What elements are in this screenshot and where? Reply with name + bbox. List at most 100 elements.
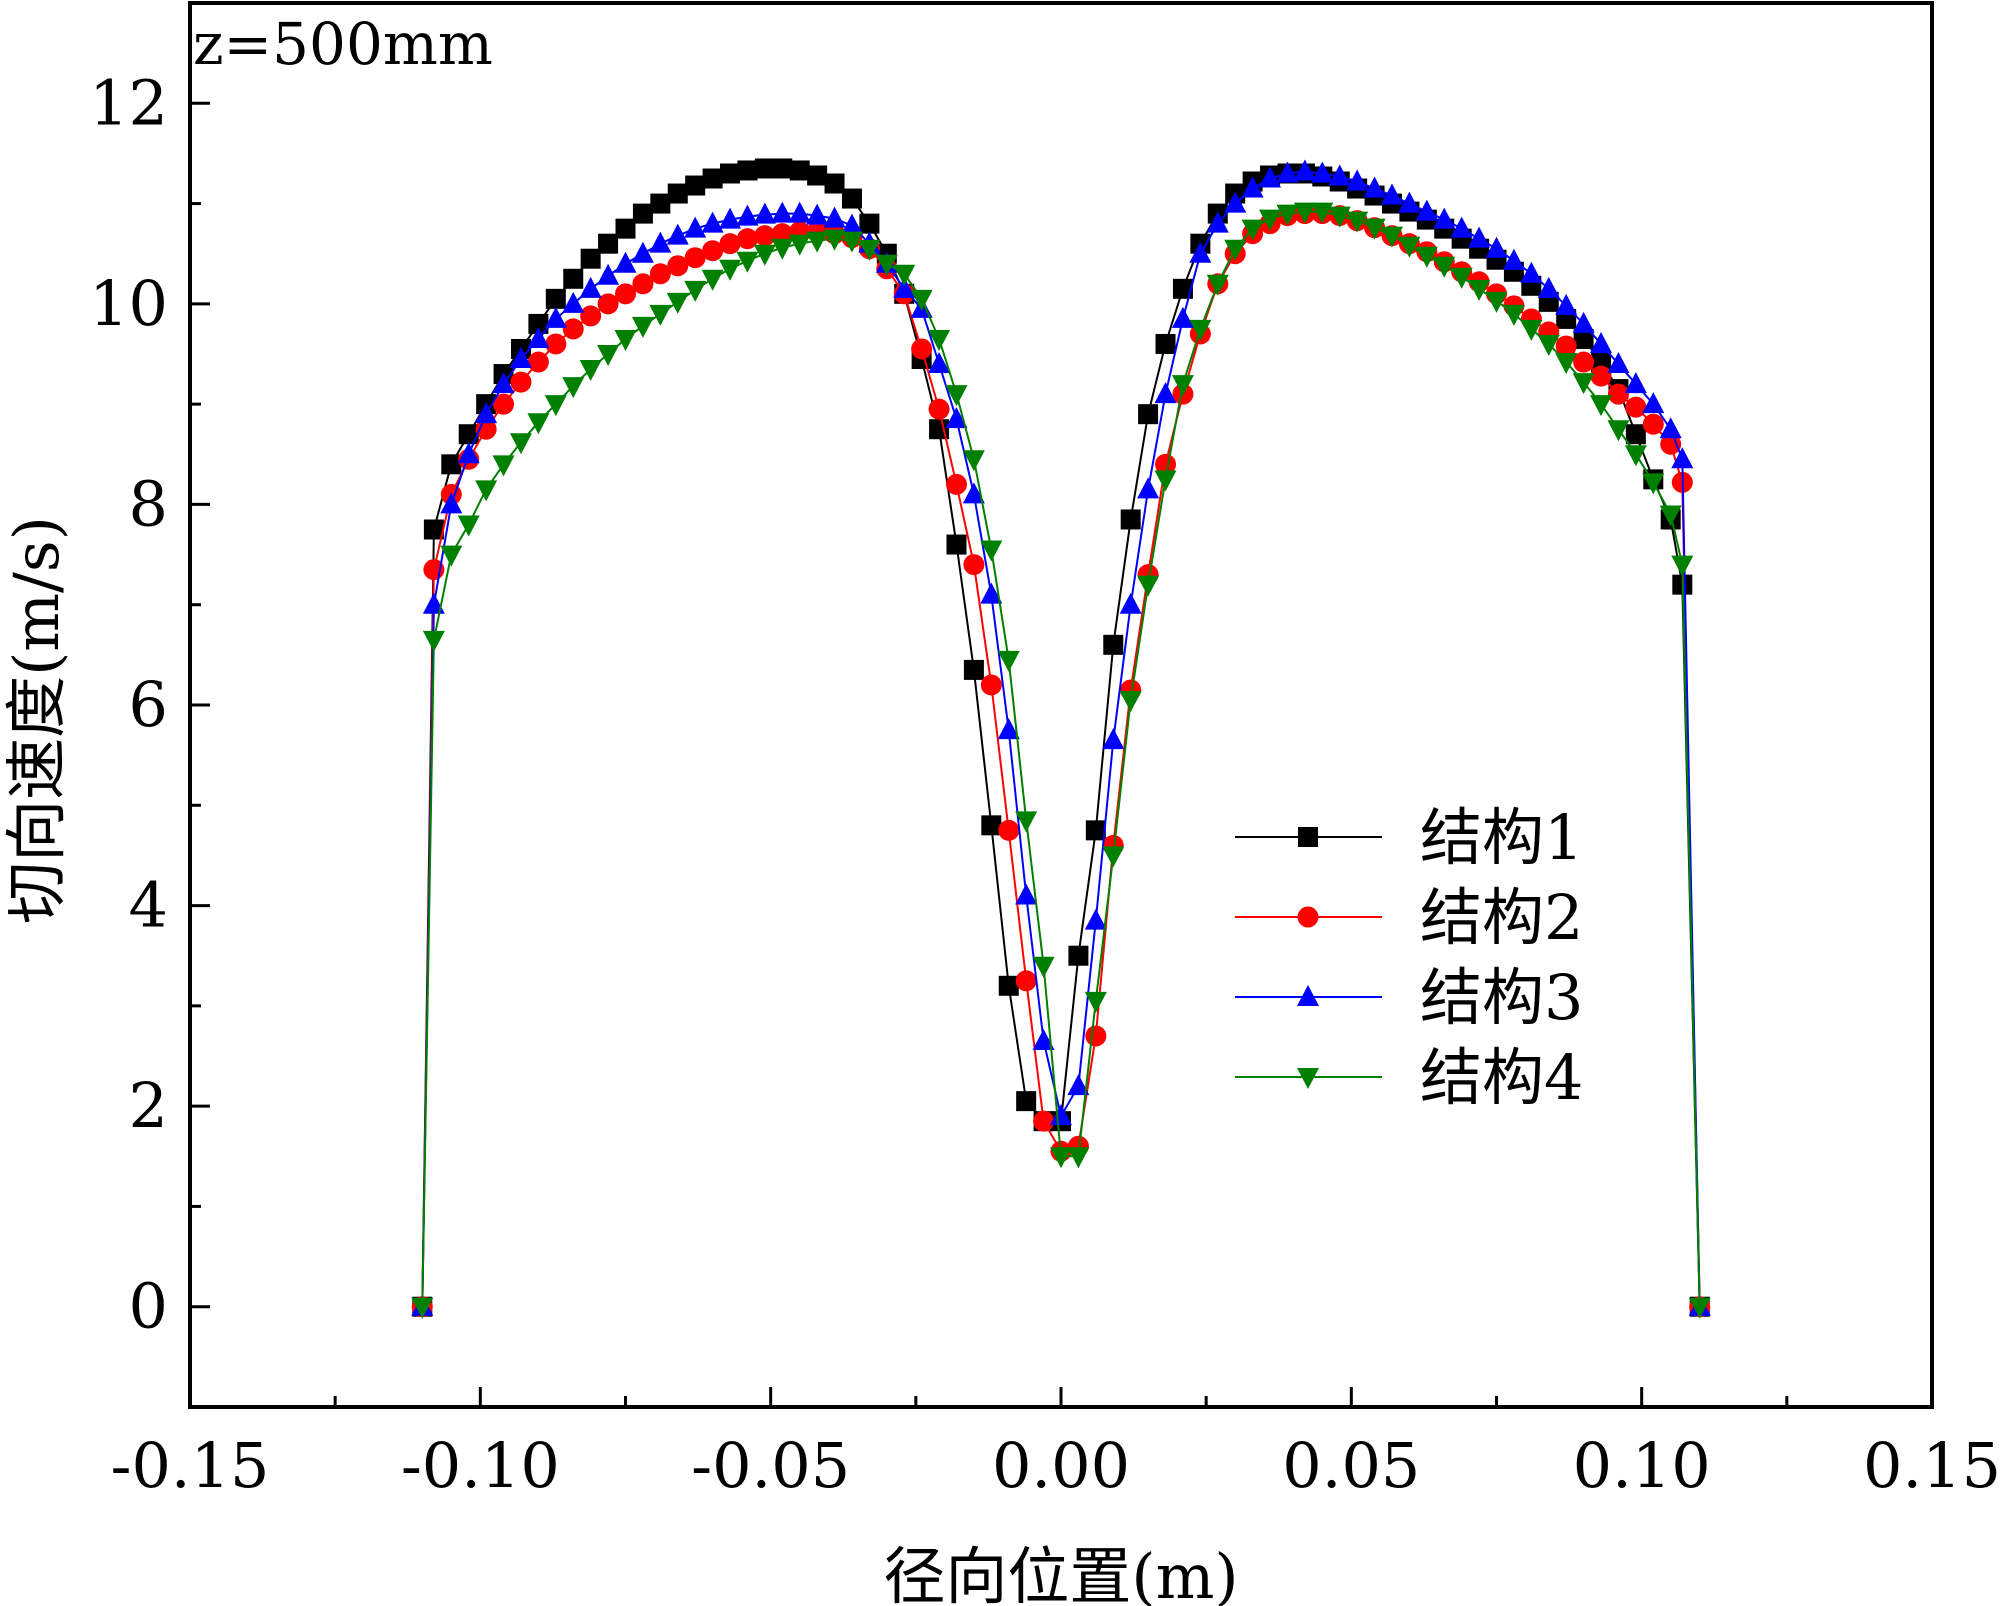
- data-point: [840, 231, 863, 253]
- data-point: [963, 659, 984, 680]
- data-point: [841, 188, 862, 209]
- data-point: [1119, 690, 1142, 712]
- data-point: [1103, 634, 1124, 655]
- data-point: [562, 318, 584, 340]
- data-point: [945, 385, 968, 407]
- data-point: [510, 371, 532, 393]
- data-point: [962, 450, 985, 472]
- data-point: [1433, 256, 1456, 278]
- data-point: [1590, 331, 1613, 353]
- data-point: [1555, 293, 1578, 315]
- data-point: [528, 313, 549, 334]
- data-point: [423, 519, 444, 540]
- data-point: [1688, 1297, 1711, 1319]
- data-point: [701, 269, 724, 291]
- data-point: [945, 473, 967, 495]
- series-layer: [411, 158, 1711, 1319]
- data-point: [457, 515, 480, 537]
- data-point: [1671, 555, 1694, 577]
- data-point: [527, 413, 550, 435]
- data-point: [945, 407, 968, 429]
- data-point: [1259, 166, 1282, 188]
- data-point: [440, 492, 463, 514]
- data-point: [1067, 1147, 1090, 1169]
- data-point: [719, 233, 741, 255]
- data-point: [1050, 1147, 1072, 1169]
- data-point: [719, 259, 742, 281]
- data-point: [1572, 311, 1595, 333]
- data-point: [1067, 1074, 1090, 1096]
- data-point: [1607, 383, 1629, 405]
- data-point: [1502, 304, 1525, 326]
- x-tick-label: -0.10: [401, 1429, 560, 1502]
- legend-marker: [1297, 906, 1319, 928]
- data-point: [840, 213, 863, 235]
- legend-label: 结构1: [1420, 801, 1583, 874]
- data-point: [789, 160, 810, 181]
- data-point: [981, 815, 1002, 836]
- data-point: [875, 254, 898, 276]
- data-point: [1363, 176, 1386, 198]
- data-point: [1015, 970, 1037, 992]
- legend-marker: [1297, 985, 1319, 1006]
- data-point: [702, 240, 724, 262]
- data-point: [441, 454, 462, 475]
- data-point: [1433, 207, 1456, 229]
- data-point: [631, 241, 654, 263]
- data-point: [580, 305, 602, 327]
- data-point: [807, 165, 828, 186]
- data-point: [562, 291, 585, 313]
- data-point: [1189, 241, 1212, 263]
- data-point: [545, 288, 566, 309]
- y-tick-label: 4: [129, 869, 168, 942]
- data-point: [1537, 334, 1560, 356]
- data-point: [1520, 319, 1543, 341]
- data-point: [1660, 433, 1682, 455]
- data-point: [1450, 267, 1473, 289]
- data-point: [736, 228, 758, 250]
- data-point: [475, 480, 498, 502]
- data-point: [1085, 820, 1106, 841]
- annotation-label: z=500mm: [193, 10, 493, 78]
- data-point: [1607, 420, 1630, 442]
- data-point: [893, 276, 916, 298]
- data-point: [858, 239, 881, 261]
- data-point: [997, 718, 1020, 740]
- data-point: [1380, 183, 1403, 205]
- y-tick-label: 6: [129, 668, 168, 741]
- data-point: [736, 251, 759, 273]
- legend-item: 结构1: [1235, 801, 1583, 874]
- data-point: [667, 255, 689, 277]
- data-point: [440, 545, 463, 567]
- data-point: [1171, 375, 1194, 397]
- data-point: [1171, 306, 1194, 328]
- data-point: [806, 203, 829, 225]
- data-point: [928, 352, 951, 374]
- data-point: [1380, 226, 1403, 248]
- data-point: [1624, 372, 1647, 394]
- data-point: [772, 158, 793, 179]
- y-tick-label: 12: [89, 66, 168, 139]
- data-point: [771, 238, 794, 260]
- data-point: [1415, 246, 1438, 268]
- series-4: [411, 202, 1711, 1319]
- data-point: [544, 395, 567, 417]
- data-point: [1328, 206, 1351, 228]
- data-point: [1607, 352, 1630, 374]
- y-tick-label: 0: [129, 1270, 168, 1343]
- data-point: [980, 540, 1003, 562]
- data-point: [771, 201, 794, 223]
- series-3: [411, 159, 1711, 1316]
- data-point: [806, 231, 829, 253]
- data-point: [1120, 509, 1141, 530]
- data-point: [1555, 335, 1577, 357]
- axis-ticks: -0.15 -0.10 -0.05 0.00 0.05 0.10 0.15 0 2 4 6 8 10 12: [89, 1, 2000, 1502]
- data-point: [632, 273, 654, 295]
- data-point: [1346, 169, 1369, 191]
- y-tick-label: 8: [129, 467, 168, 540]
- data-point: [580, 248, 601, 269]
- data-point: [1016, 1091, 1037, 1112]
- data-point: [719, 207, 742, 229]
- data-point: [1137, 575, 1160, 597]
